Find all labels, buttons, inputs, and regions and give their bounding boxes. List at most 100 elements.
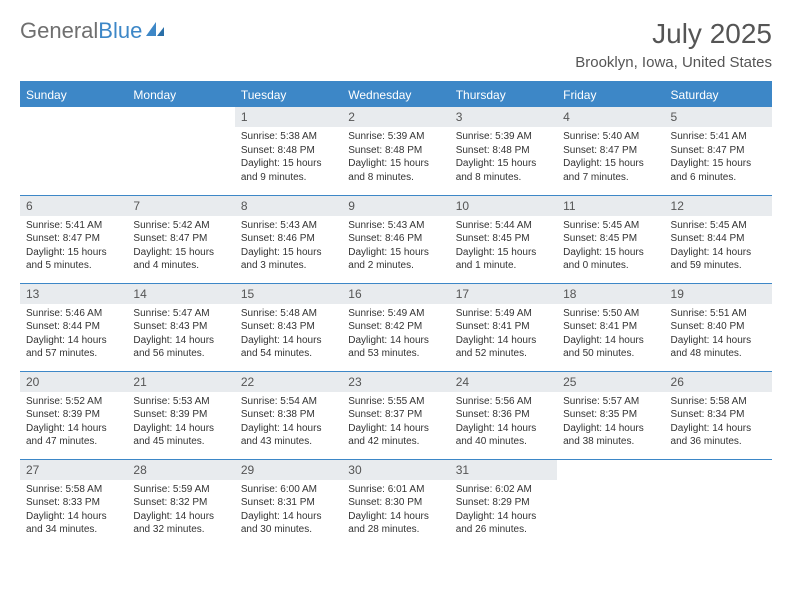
calendar-day-cell: 31Sunrise: 6:02 AMSunset: 8:29 PMDayligh…: [450, 459, 557, 547]
sunset-text: Sunset: 8:48 PM: [348, 144, 443, 158]
day-number: 29: [235, 460, 342, 480]
day-number: 27: [20, 460, 127, 480]
calendar-day-cell: 11Sunrise: 5:45 AMSunset: 8:45 PMDayligh…: [557, 195, 664, 283]
calendar-day-cell: 10Sunrise: 5:44 AMSunset: 8:45 PMDayligh…: [450, 195, 557, 283]
day-number: 14: [127, 284, 234, 304]
calendar-row: 6Sunrise: 5:41 AMSunset: 8:47 PMDaylight…: [20, 195, 772, 283]
daylight-text: Daylight: 14 hours and 56 minutes.: [133, 334, 228, 361]
sunset-text: Sunset: 8:40 PM: [671, 320, 766, 334]
sunrise-text: Sunrise: 5:46 AM: [26, 307, 121, 321]
day-info: Sunrise: 5:47 AMSunset: 8:43 PMDaylight:…: [127, 304, 234, 366]
calendar-day-cell: 4Sunrise: 5:40 AMSunset: 8:47 PMDaylight…: [557, 107, 664, 195]
daylight-text: Daylight: 14 hours and 53 minutes.: [348, 334, 443, 361]
sunrise-text: Sunrise: 5:47 AM: [133, 307, 228, 321]
title-block: July 2025 Brooklyn, Iowa, United States: [575, 18, 772, 71]
day-info: Sunrise: 5:51 AMSunset: 8:40 PMDaylight:…: [665, 304, 772, 366]
calendar-body: 1Sunrise: 5:38 AMSunset: 8:48 PMDaylight…: [20, 107, 772, 547]
day-info: Sunrise: 5:39 AMSunset: 8:48 PMDaylight:…: [342, 127, 449, 189]
sunrise-text: Sunrise: 5:45 AM: [671, 219, 766, 233]
day-number: 24: [450, 372, 557, 392]
calendar-day-cell: 8Sunrise: 5:43 AMSunset: 8:46 PMDaylight…: [235, 195, 342, 283]
calendar-day-cell: 6Sunrise: 5:41 AMSunset: 8:47 PMDaylight…: [20, 195, 127, 283]
sunset-text: Sunset: 8:47 PM: [563, 144, 658, 158]
logo-text-gray: General: [20, 18, 98, 44]
calendar-empty-cell: [127, 107, 234, 195]
sunrise-text: Sunrise: 5:57 AM: [563, 395, 658, 409]
calendar-empty-cell: [557, 459, 664, 547]
sunset-text: Sunset: 8:41 PM: [456, 320, 551, 334]
day-info: Sunrise: 5:54 AMSunset: 8:38 PMDaylight:…: [235, 392, 342, 454]
day-number: 10: [450, 196, 557, 216]
daylight-text: Daylight: 14 hours and 50 minutes.: [563, 334, 658, 361]
day-number: 2: [342, 107, 449, 127]
daylight-text: Daylight: 14 hours and 42 minutes.: [348, 422, 443, 449]
calendar-day-cell: 1Sunrise: 5:38 AMSunset: 8:48 PMDaylight…: [235, 107, 342, 195]
header: GeneralBlue July 2025 Brooklyn, Iowa, Un…: [20, 18, 772, 71]
daylight-text: Daylight: 14 hours and 40 minutes.: [456, 422, 551, 449]
daylight-text: Daylight: 15 hours and 1 minute.: [456, 246, 551, 273]
day-number: 12: [665, 196, 772, 216]
calendar-day-cell: 9Sunrise: 5:43 AMSunset: 8:46 PMDaylight…: [342, 195, 449, 283]
day-info: Sunrise: 5:40 AMSunset: 8:47 PMDaylight:…: [557, 127, 664, 189]
calendar-day-cell: 13Sunrise: 5:46 AMSunset: 8:44 PMDayligh…: [20, 283, 127, 371]
sunrise-text: Sunrise: 5:38 AM: [241, 130, 336, 144]
day-info: Sunrise: 5:53 AMSunset: 8:39 PMDaylight:…: [127, 392, 234, 454]
sunrise-text: Sunrise: 5:42 AM: [133, 219, 228, 233]
calendar-day-cell: 7Sunrise: 5:42 AMSunset: 8:47 PMDaylight…: [127, 195, 234, 283]
sunset-text: Sunset: 8:43 PM: [133, 320, 228, 334]
weekday-header: Monday: [127, 82, 234, 107]
day-number: 31: [450, 460, 557, 480]
sunset-text: Sunset: 8:36 PM: [456, 408, 551, 422]
day-number: 18: [557, 284, 664, 304]
daylight-text: Daylight: 14 hours and 34 minutes.: [26, 510, 121, 537]
daylight-text: Daylight: 15 hours and 7 minutes.: [563, 157, 658, 184]
daylight-text: Daylight: 14 hours and 48 minutes.: [671, 334, 766, 361]
day-number: 16: [342, 284, 449, 304]
sunrise-text: Sunrise: 5:59 AM: [133, 483, 228, 497]
sunset-text: Sunset: 8:39 PM: [133, 408, 228, 422]
sunset-text: Sunset: 8:47 PM: [133, 232, 228, 246]
daylight-text: Daylight: 14 hours and 38 minutes.: [563, 422, 658, 449]
day-number: 6: [20, 196, 127, 216]
sunrise-text: Sunrise: 5:50 AM: [563, 307, 658, 321]
calendar-empty-cell: [665, 459, 772, 547]
sunset-text: Sunset: 8:48 PM: [456, 144, 551, 158]
sunset-text: Sunset: 8:33 PM: [26, 496, 121, 510]
sunrise-text: Sunrise: 5:51 AM: [671, 307, 766, 321]
calendar-row: 13Sunrise: 5:46 AMSunset: 8:44 PMDayligh…: [20, 283, 772, 371]
day-number: 30: [342, 460, 449, 480]
day-info: Sunrise: 6:02 AMSunset: 8:29 PMDaylight:…: [450, 480, 557, 542]
calendar-row: 1Sunrise: 5:38 AMSunset: 8:48 PMDaylight…: [20, 107, 772, 195]
daylight-text: Daylight: 14 hours and 57 minutes.: [26, 334, 121, 361]
weekday-header: Thursday: [450, 82, 557, 107]
sunrise-text: Sunrise: 5:49 AM: [456, 307, 551, 321]
sunset-text: Sunset: 8:44 PM: [671, 232, 766, 246]
sunrise-text: Sunrise: 5:54 AM: [241, 395, 336, 409]
sunset-text: Sunset: 8:45 PM: [456, 232, 551, 246]
sunset-text: Sunset: 8:31 PM: [241, 496, 336, 510]
calendar-day-cell: 24Sunrise: 5:56 AMSunset: 8:36 PMDayligh…: [450, 371, 557, 459]
calendar-day-cell: 21Sunrise: 5:53 AMSunset: 8:39 PMDayligh…: [127, 371, 234, 459]
day-info: Sunrise: 5:50 AMSunset: 8:41 PMDaylight:…: [557, 304, 664, 366]
day-info: Sunrise: 5:45 AMSunset: 8:45 PMDaylight:…: [557, 216, 664, 278]
calendar-day-cell: 2Sunrise: 5:39 AMSunset: 8:48 PMDaylight…: [342, 107, 449, 195]
sunset-text: Sunset: 8:46 PM: [348, 232, 443, 246]
sunrise-text: Sunrise: 5:41 AM: [26, 219, 121, 233]
daylight-text: Daylight: 14 hours and 47 minutes.: [26, 422, 121, 449]
calendar-empty-cell: [20, 107, 127, 195]
weekday-header: Sunday: [20, 82, 127, 107]
sunrise-text: Sunrise: 5:39 AM: [348, 130, 443, 144]
day-info: Sunrise: 5:38 AMSunset: 8:48 PMDaylight:…: [235, 127, 342, 189]
day-number: 5: [665, 107, 772, 127]
calendar-day-cell: 30Sunrise: 6:01 AMSunset: 8:30 PMDayligh…: [342, 459, 449, 547]
sunrise-text: Sunrise: 5:49 AM: [348, 307, 443, 321]
day-info: Sunrise: 5:55 AMSunset: 8:37 PMDaylight:…: [342, 392, 449, 454]
calendar-day-cell: 3Sunrise: 5:39 AMSunset: 8:48 PMDaylight…: [450, 107, 557, 195]
calendar-day-cell: 17Sunrise: 5:49 AMSunset: 8:41 PMDayligh…: [450, 283, 557, 371]
calendar-page: GeneralBlue July 2025 Brooklyn, Iowa, Un…: [0, 0, 792, 547]
sunrise-text: Sunrise: 5:40 AM: [563, 130, 658, 144]
calendar-day-cell: 19Sunrise: 5:51 AMSunset: 8:40 PMDayligh…: [665, 283, 772, 371]
daylight-text: Daylight: 14 hours and 59 minutes.: [671, 246, 766, 273]
daylight-text: Daylight: 15 hours and 4 minutes.: [133, 246, 228, 273]
calendar-day-cell: 27Sunrise: 5:58 AMSunset: 8:33 PMDayligh…: [20, 459, 127, 547]
